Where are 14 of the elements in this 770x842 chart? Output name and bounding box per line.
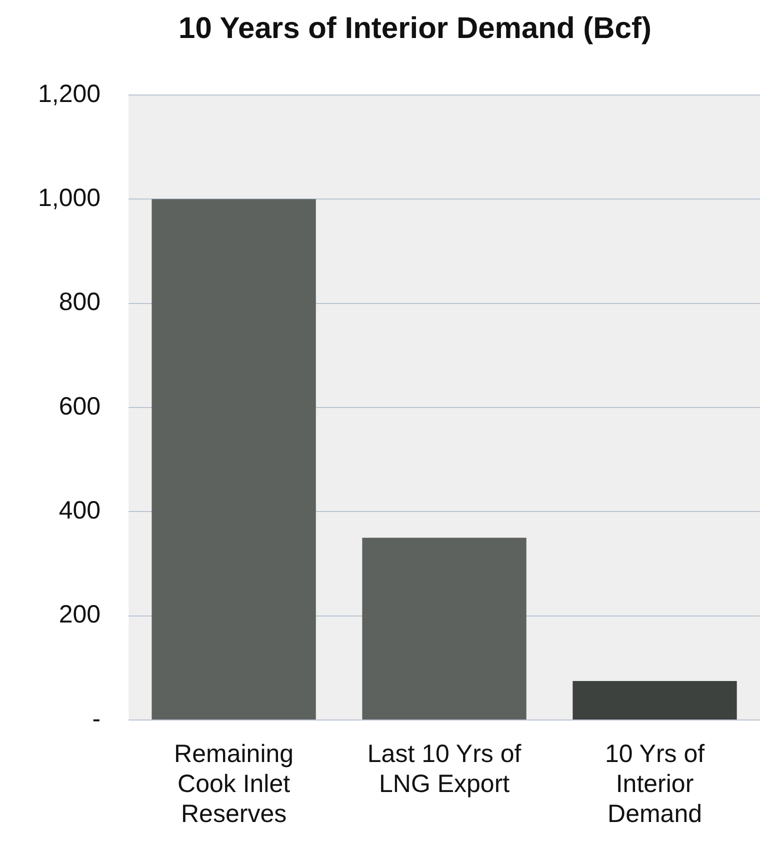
y-tick-label: 600 xyxy=(58,392,101,420)
bar xyxy=(362,538,526,720)
x-tick-label: Remaining Cook Inlet Reserves xyxy=(174,740,294,828)
y-tick-label: - xyxy=(92,704,101,733)
y-tick-label: 400 xyxy=(58,496,101,525)
y-tick-label: 1,000 xyxy=(38,184,101,212)
y-tick-label: 800 xyxy=(58,288,101,316)
bar xyxy=(152,199,316,720)
x-tick-label: 10 Yrs of Interior Demand xyxy=(604,740,705,828)
x-tick-label: Last 10 Yrs of LNG Export xyxy=(367,740,522,798)
y-tick-label: 200 xyxy=(58,600,101,629)
chart-title: 10 Years of Interior Demand (Bcf) xyxy=(178,12,652,46)
y-tick-label: 1,200 xyxy=(38,80,101,108)
bar xyxy=(572,680,737,720)
